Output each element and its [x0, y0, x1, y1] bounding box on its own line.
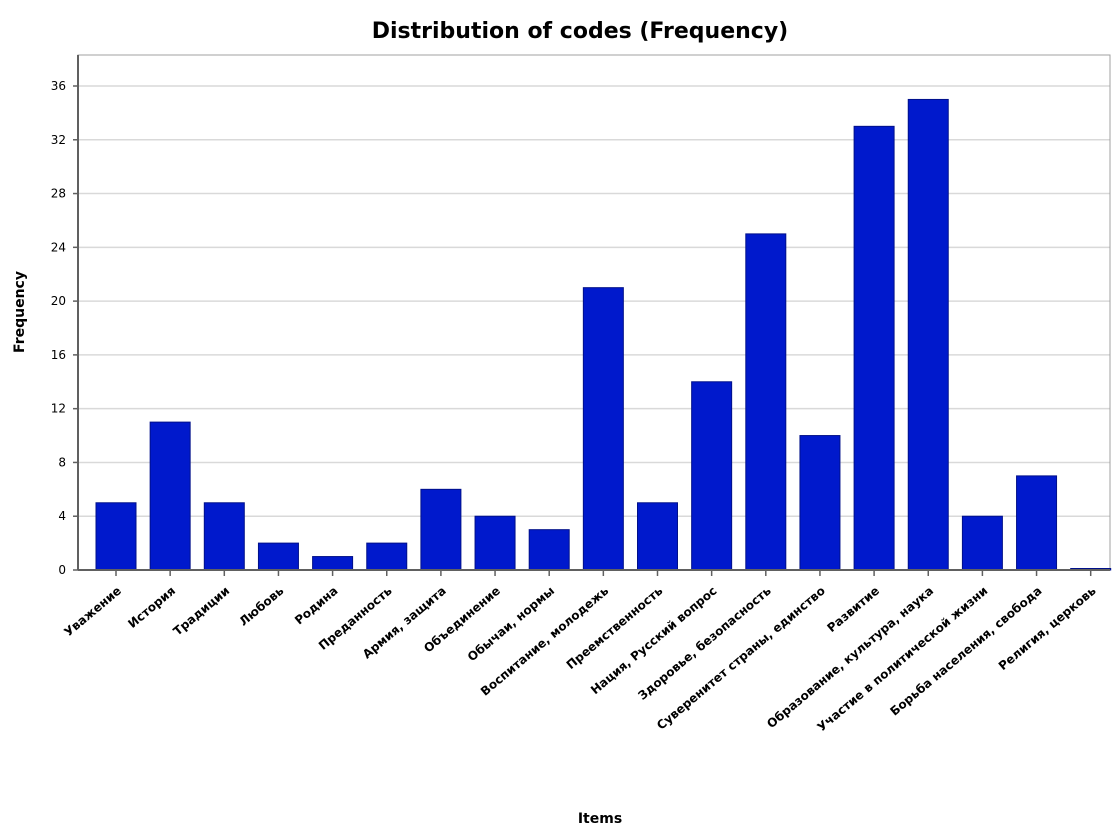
bar — [149, 421, 191, 571]
bar — [257, 542, 299, 571]
x-tick-label: Любовь — [236, 583, 286, 628]
y-tick-label: 8 — [58, 455, 66, 469]
x-tick-label: Преемственность — [564, 583, 666, 672]
bar — [637, 502, 678, 571]
bar — [528, 529, 570, 571]
bar — [799, 435, 841, 571]
bar — [95, 502, 137, 571]
bar — [366, 542, 408, 571]
bar — [312, 556, 354, 571]
x-tick-label: Развитие — [824, 584, 882, 635]
bar — [961, 515, 1003, 571]
bar — [691, 381, 733, 571]
y-axis-ticks: 0 4 8 12 16 20 24 28 32 36 — [51, 79, 78, 577]
y-tick-label: 16 — [51, 348, 66, 362]
bar — [474, 515, 516, 571]
bar — [907, 98, 949, 571]
bar — [1016, 475, 1058, 571]
y-tick-label: 24 — [51, 240, 66, 254]
y-tick-label: 32 — [51, 133, 66, 147]
bars — [95, 98, 1112, 571]
y-tick-label: 36 — [51, 79, 66, 93]
x-tick-label: Традиции — [171, 584, 233, 639]
y-tick-label: 28 — [51, 187, 66, 201]
y-tick-label: 12 — [51, 402, 66, 416]
bar — [853, 125, 895, 571]
bar — [745, 233, 787, 571]
x-tick-label: Родина — [292, 584, 340, 628]
bar — [420, 488, 462, 571]
y-axis-title: Frequency — [12, 271, 28, 353]
bar — [203, 502, 245, 571]
chart-title: Distribution of codes (Frequency) — [372, 19, 789, 44]
x-axis-title: Items — [578, 811, 622, 827]
y-tick-label: 20 — [51, 294, 66, 308]
bar — [582, 287, 624, 571]
y-tick-label: 4 — [58, 509, 66, 523]
x-tick-label: Религия, церковь — [996, 583, 1099, 673]
x-tick-label: Уважение — [61, 584, 124, 640]
x-tick-label: История — [125, 584, 178, 631]
y-tick-label: 0 — [58, 563, 66, 577]
